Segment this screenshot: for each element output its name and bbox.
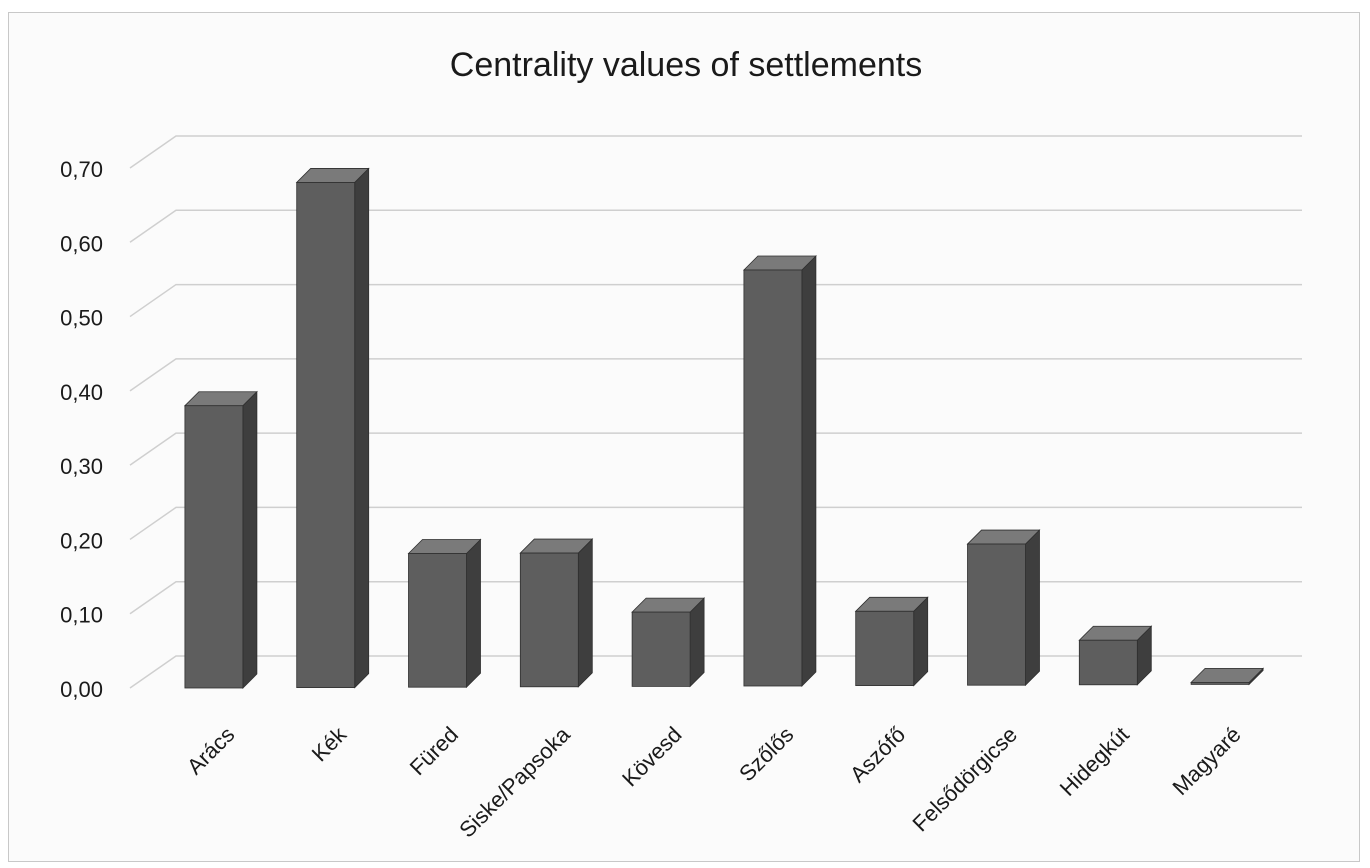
y-tick-label: 0,10 [60, 603, 103, 628]
bar [519, 538, 594, 688]
bar [183, 390, 258, 689]
gridline [129, 358, 1302, 392]
bar [1190, 667, 1265, 686]
y-tick-label: 0,30 [60, 454, 103, 479]
y-tick-label: 0,70 [60, 157, 103, 182]
bar-front [1190, 682, 1250, 685]
y-tick-label: 0,50 [60, 306, 103, 331]
bar [854, 596, 929, 687]
bar [1078, 625, 1153, 686]
x-tick-label: Magyaré [1167, 722, 1245, 800]
bar-front [519, 552, 579, 688]
gridline [129, 580, 1302, 615]
bar-side [577, 538, 593, 688]
x-tick-label: Füred [405, 722, 463, 780]
bar-front [967, 543, 1026, 686]
x-tick-label: Kövesd [617, 722, 687, 792]
bar [407, 538, 482, 689]
bars [183, 167, 1265, 689]
x-tick-label: Hidegkút [1055, 722, 1134, 801]
bar-front [1078, 639, 1138, 686]
x-tick-label: Aszófő [845, 722, 910, 787]
gridline [129, 283, 1302, 318]
gridline [129, 432, 1302, 466]
y-axis-tick-labels: 0,00 0,10 0,20 0,30 0,40 0,50 0,60 0,70 [60, 157, 103, 702]
bar-side [801, 255, 817, 687]
bar-front [184, 405, 244, 689]
bar-front [408, 553, 467, 688]
bar-front [296, 182, 356, 688]
x-tick-label: Felsődörgicse [908, 722, 1023, 837]
bar-side [913, 596, 929, 687]
x-tick-label: Arács [182, 722, 239, 779]
y-tick-label: 0,20 [60, 528, 103, 553]
bar-front [855, 610, 915, 686]
x-tick-label: Szőlős [734, 722, 798, 786]
bar-side [466, 538, 481, 689]
chart-title: Centrality values of settlements [450, 46, 922, 84]
bar-front [631, 611, 691, 687]
x-tick-label: Siske/Papsoka [454, 721, 575, 842]
bar-side [354, 167, 370, 689]
bar [295, 167, 370, 689]
y-tick-label: 0,00 [60, 677, 103, 702]
bar-side [242, 390, 258, 689]
x-tick-label: Kék [307, 721, 352, 766]
bar [742, 255, 817, 687]
gridline [129, 209, 1302, 243]
gridline [129, 135, 1302, 169]
bar [966, 529, 1041, 687]
y-tick-label: 0,40 [60, 380, 103, 405]
bar [631, 597, 706, 688]
bar-front [743, 269, 803, 687]
y-tick-label: 0,60 [60, 231, 103, 256]
bar-side [1025, 529, 1040, 687]
gridline [129, 506, 1302, 541]
bar-side [689, 597, 705, 688]
